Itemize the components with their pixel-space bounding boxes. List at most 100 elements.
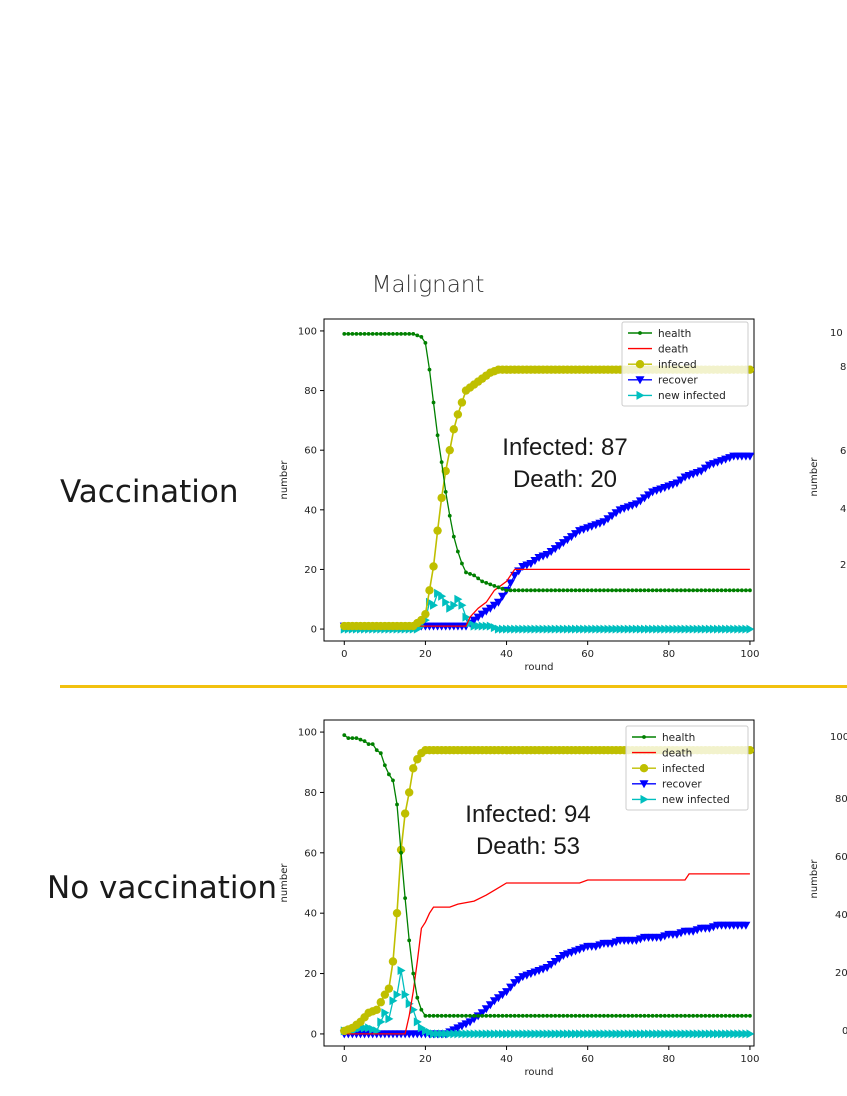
data-point [474, 621, 483, 631]
data-point [450, 1029, 459, 1039]
data-point [696, 467, 706, 476]
data-point [735, 588, 740, 593]
plot-area [339, 332, 754, 634]
data-point [438, 1029, 447, 1039]
data-point [608, 1029, 617, 1039]
data-point [622, 1013, 627, 1018]
data-point [405, 999, 414, 1009]
data-point [531, 624, 540, 634]
x-tick-label: 80 [662, 1054, 675, 1065]
data-point [610, 588, 614, 593]
data-point [535, 1029, 544, 1039]
data-point [478, 1029, 487, 1039]
data-point [589, 588, 594, 593]
data-point [576, 624, 585, 634]
data-point [417, 1023, 426, 1033]
data-point [453, 410, 463, 419]
data-point [614, 1013, 618, 1018]
data-point [503, 1029, 512, 1039]
data-point [354, 332, 359, 336]
data-point [537, 1013, 541, 1018]
data-point [431, 1013, 436, 1018]
y-tick-label: 80 [304, 788, 317, 799]
data-point [427, 1013, 432, 1018]
data-point [719, 1013, 724, 1018]
data-point [703, 1013, 708, 1018]
data-point [561, 1013, 566, 1018]
data-point [469, 1015, 479, 1024]
data-point [624, 1029, 633, 1039]
data-point [476, 576, 481, 581]
data-point [699, 1013, 704, 1018]
data-point [572, 1029, 581, 1039]
legend-label: recover [662, 779, 702, 791]
annotation-infected: Infected: 94 [465, 801, 590, 828]
y-tick-label: 80 [304, 386, 317, 397]
data-point [366, 332, 371, 336]
data-point [657, 1029, 666, 1039]
partial-tick-label: 8 [840, 362, 846, 373]
data-point [507, 624, 516, 634]
data-point [447, 513, 452, 518]
plot-frame [323, 318, 755, 642]
legend-swatch-marker [635, 376, 645, 385]
data-point [468, 1013, 472, 1018]
data-point [350, 736, 355, 741]
data-point [442, 1029, 451, 1039]
legend-label: death [658, 343, 688, 355]
data-point [455, 549, 460, 554]
legend-swatch-marker [639, 780, 649, 789]
data-point [566, 533, 576, 542]
row-label-no-vaccination: No vaccination [47, 870, 278, 906]
data-point [407, 332, 412, 336]
data-point [473, 613, 483, 622]
data-point [634, 1013, 639, 1018]
data-point [378, 332, 383, 336]
data-point [713, 1029, 722, 1039]
data-point [666, 1013, 671, 1018]
data-point [486, 1029, 495, 1039]
data-point [427, 367, 432, 372]
data-point [654, 1013, 659, 1018]
series-death [344, 873, 750, 1035]
data-point [354, 736, 359, 741]
data-point [709, 1029, 718, 1039]
data-point [559, 1029, 568, 1039]
data-point [468, 572, 472, 576]
partial-tick-label: 6 [840, 446, 846, 457]
data-point [553, 1013, 558, 1018]
chart-no-vaccination: 0 20 40 60 80 100 0 20 40 60 80 100 round number Infec… [279, 719, 759, 1078]
data-point [464, 570, 468, 575]
data-point [480, 579, 485, 584]
legend-swatch-marker [638, 331, 642, 335]
data-point [604, 1029, 613, 1039]
data-point [576, 1029, 585, 1039]
data-point [603, 515, 613, 524]
data-point [685, 1029, 694, 1039]
data-point [606, 1013, 610, 1018]
data-point [658, 1013, 663, 1018]
data-point [392, 908, 402, 918]
data-point [466, 1029, 475, 1039]
data-point [508, 1013, 513, 1018]
data-point [488, 582, 493, 587]
data-point [439, 460, 444, 465]
data-point [470, 1029, 479, 1039]
data-point [638, 588, 643, 593]
data-point [748, 588, 752, 593]
data-point [502, 988, 512, 997]
x-tick-label: 80 [662, 649, 675, 660]
partial-tick-label: 4 [840, 504, 846, 515]
data-point [571, 530, 581, 539]
data-point [562, 536, 572, 545]
data-point [569, 1013, 574, 1018]
data-point [580, 624, 589, 634]
data-point [581, 1013, 586, 1018]
data-point [691, 1013, 696, 1018]
data-point [520, 1013, 525, 1018]
row-divider [60, 685, 847, 688]
data-point [703, 588, 708, 593]
data-point [460, 561, 464, 566]
series-death [344, 568, 750, 627]
data-point [739, 1013, 744, 1018]
